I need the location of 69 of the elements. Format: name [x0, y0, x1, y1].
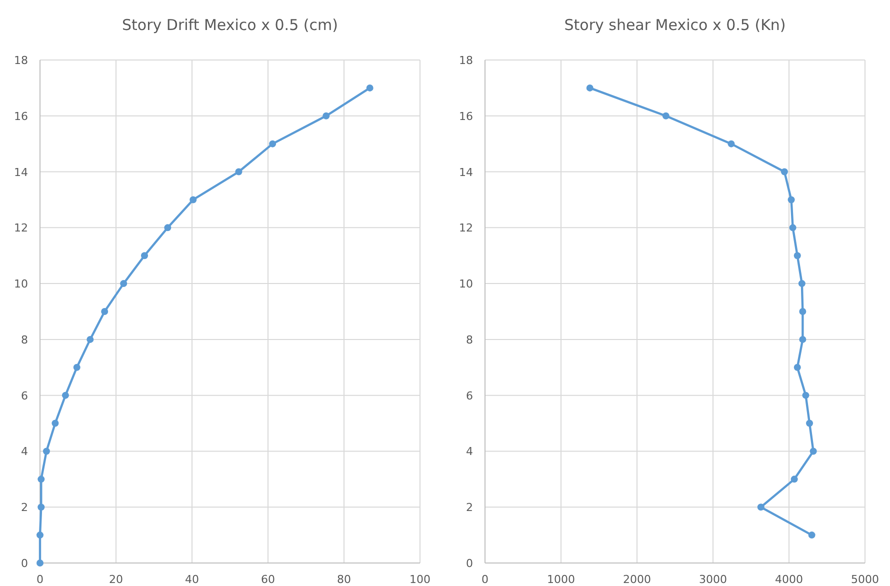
y-tick-label: 2 [21, 501, 28, 514]
point [586, 84, 594, 92]
point [810, 448, 817, 455]
y-tick-label: 6 [466, 389, 473, 402]
x-tick-label: 20 [109, 573, 123, 586]
point [794, 252, 801, 260]
point [190, 196, 197, 204]
point [780, 168, 788, 176]
y-tick-label: 2 [466, 501, 473, 514]
point [789, 224, 796, 232]
y-tick-label: 4 [21, 445, 28, 458]
point [322, 112, 330, 120]
y-tick-label: 16 [459, 110, 473, 123]
point [808, 532, 816, 539]
point [164, 224, 172, 232]
y-tick-label: 0 [21, 557, 28, 570]
y-tick-label: 0 [466, 557, 473, 570]
point [42, 448, 50, 455]
y-tick-label: 12 [459, 222, 473, 235]
point [73, 364, 80, 371]
point [38, 476, 45, 483]
point [799, 336, 806, 343]
point [120, 280, 128, 288]
y-tick-label: 8 [21, 333, 28, 346]
point [794, 364, 801, 371]
point [757, 504, 764, 511]
x-tick-label: 60 [261, 573, 275, 586]
x-tick-label: 3000 [699, 573, 727, 586]
point [790, 476, 798, 483]
y-tick-label: 16 [14, 110, 28, 123]
point [366, 84, 374, 92]
y-tick-label: 8 [466, 333, 473, 346]
point [86, 336, 94, 343]
y-tick-label: 14 [459, 166, 473, 179]
x-tick-label: 0 [482, 573, 488, 586]
point [235, 168, 242, 176]
point [141, 252, 148, 260]
x-tick-label: 80 [337, 573, 351, 586]
y-tick-label: 4 [466, 445, 473, 458]
x-tick-label: 40 [185, 573, 199, 586]
point [62, 392, 69, 399]
y-tick-label: 10 [14, 278, 28, 291]
x-tick-label: 4000 [775, 573, 803, 586]
point [269, 140, 276, 148]
chart-title: Story shear Mexico x 0.5 (Kn) [564, 16, 786, 34]
point [662, 112, 670, 120]
point [799, 308, 806, 315]
y-tick-label: 18 [14, 54, 28, 67]
x-tick-label: 1000 [547, 573, 575, 586]
x-tick-label: 2000 [623, 573, 651, 586]
point [101, 308, 108, 315]
x-tick-label: 100 [410, 573, 430, 586]
point [38, 504, 45, 511]
y-tick-label: 18 [459, 54, 473, 67]
x-tick-label: 0 [36, 573, 44, 586]
point [36, 560, 44, 566]
point [52, 420, 59, 427]
point [806, 420, 814, 427]
point [36, 532, 44, 539]
y-tick-label: 14 [14, 166, 28, 179]
point [728, 140, 735, 148]
point [802, 392, 810, 399]
x-tick-label: 5000 [851, 573, 879, 586]
chart-title: Story Drift Mexico x 0.5 (cm) [122, 16, 338, 34]
y-tick-label: 10 [459, 278, 473, 291]
y-tick-label: 12 [14, 222, 28, 235]
point [798, 280, 806, 288]
y-tick-label: 6 [21, 389, 28, 402]
point [788, 196, 795, 204]
